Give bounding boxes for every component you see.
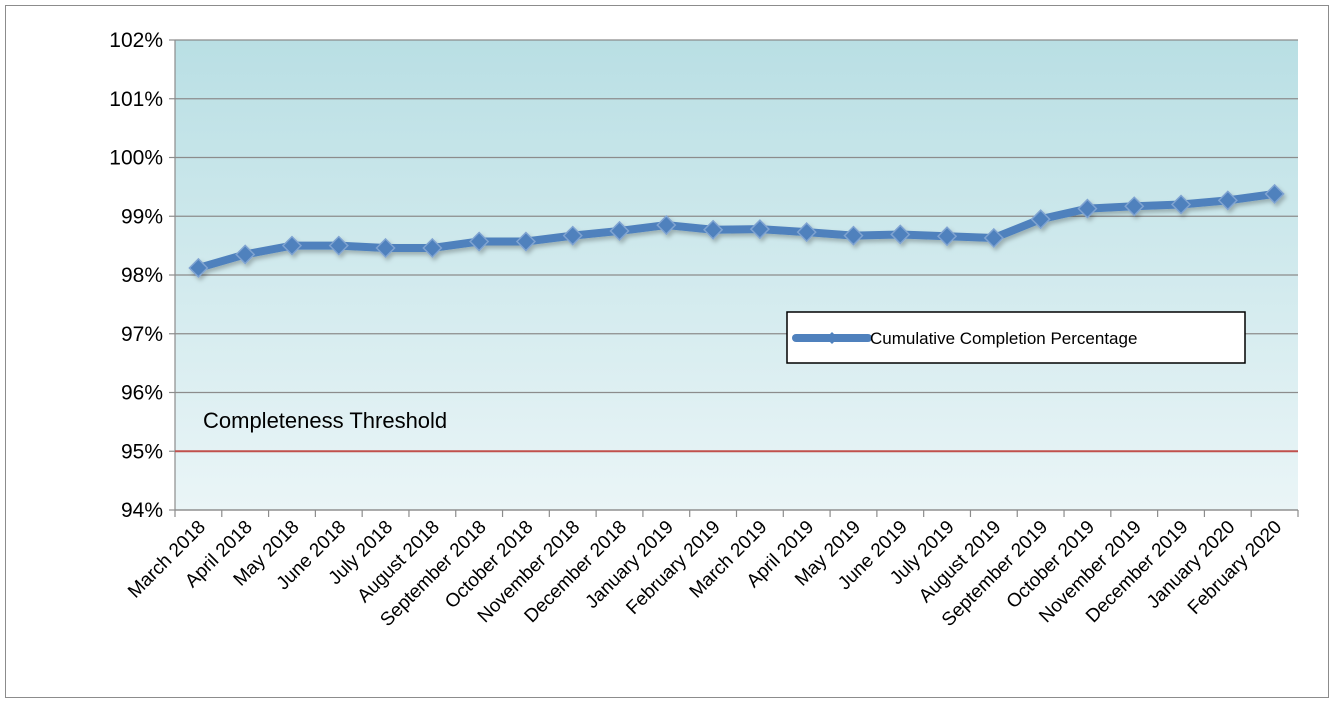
- y-tick-label: 96%: [121, 382, 163, 405]
- data-point-marker: [281, 235, 303, 256]
- y-tick-label: 98%: [121, 264, 163, 287]
- data-point-marker: [1217, 190, 1238, 211]
- chart-frame: 94% 95% 96% 97% 98% 99% 100% 101% 102% March 201…: [5, 5, 1329, 698]
- data-point-marker: [1170, 194, 1192, 215]
- data-point-marker: [1077, 198, 1098, 219]
- data-point-marker: [796, 222, 817, 243]
- data-point-marker: [1264, 183, 1285, 204]
- legend: Cumulative Completion Percentage: [786, 311, 1246, 364]
- y-tick-label: 100%: [109, 147, 163, 170]
- data-point-marker: [609, 220, 630, 241]
- legend-marker-icon: [826, 332, 838, 344]
- data-point-marker: [188, 257, 209, 279]
- data-point-marker: [656, 215, 677, 236]
- data-point-marker: [703, 219, 724, 240]
- y-tick-label: 94%: [121, 499, 163, 522]
- y-tick-label: 102%: [109, 29, 163, 52]
- data-point-marker: [843, 225, 864, 246]
- data-point-marker: [890, 224, 911, 245]
- data-point-marker: [749, 219, 770, 240]
- series-cumulative-completion: [188, 183, 1285, 279]
- data-point-marker: [375, 237, 396, 259]
- threshold-label: Completeness Threshold: [203, 408, 447, 433]
- data-point-marker: [1030, 209, 1051, 230]
- data-point-marker: [235, 244, 256, 265]
- data-point-marker: [328, 235, 349, 256]
- data-point-marker: [515, 231, 536, 252]
- y-axis: 94% 95% 96% 97% 98% 99% 100% 101% 102%: [109, 29, 176, 522]
- data-point-marker: [469, 231, 490, 252]
- legend-label: Cumulative Completion Percentage: [870, 329, 1137, 348]
- y-tick-label: 99%: [121, 205, 163, 228]
- data-point-marker: [937, 226, 958, 247]
- y-tick-label: 95%: [121, 440, 163, 463]
- data-point-marker: [562, 225, 583, 246]
- data-point-marker: [1124, 196, 1145, 217]
- data-point-marker: [983, 227, 1004, 249]
- data-point-marker: [422, 237, 443, 259]
- y-tick-label: 101%: [109, 88, 163, 111]
- y-tick-label: 97%: [121, 323, 163, 346]
